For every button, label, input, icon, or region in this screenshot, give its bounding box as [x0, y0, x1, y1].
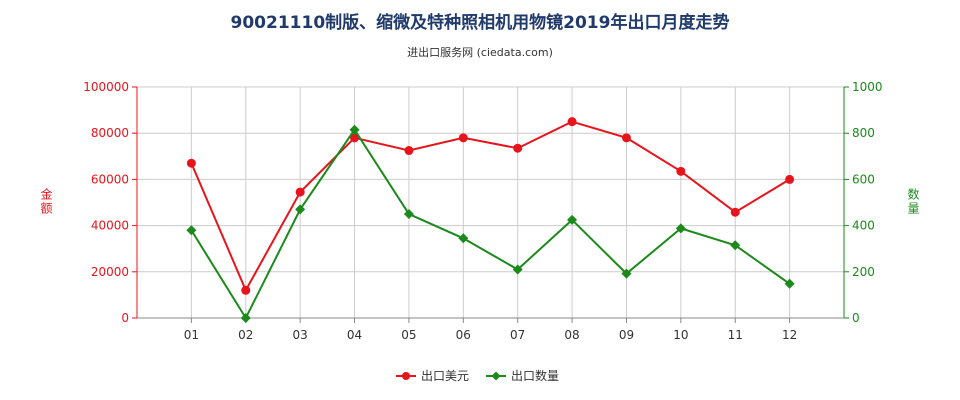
x-tick-label: 02: [238, 328, 253, 342]
point-marker: [567, 117, 577, 127]
left-tick-label: 20000: [91, 265, 129, 279]
point-marker: [295, 187, 305, 197]
right-tick-label: 0: [852, 311, 860, 325]
right-tick-label: 1000: [852, 80, 883, 94]
point-marker: [513, 143, 523, 153]
point-marker: [621, 133, 631, 143]
point-marker: [186, 158, 196, 168]
x-tick-label: 03: [293, 328, 308, 342]
right-tick-label: 400: [852, 219, 875, 233]
chart-subtitle: 进出口服务网 (ciedata.com): [407, 46, 553, 59]
point-marker: [458, 133, 468, 143]
left-tick-label: 100000: [83, 80, 129, 94]
x-tick-label: 07: [510, 328, 525, 342]
point-marker: [730, 240, 741, 251]
point-marker: [241, 285, 251, 295]
point-marker: [404, 146, 414, 156]
series-line: [190, 127, 791, 321]
right-axis-label: 数量: [906, 188, 920, 216]
x-tick-label: 04: [347, 328, 362, 342]
x-tick-label: 01: [184, 328, 199, 342]
point-marker: [621, 268, 632, 279]
x-tick-label: 05: [401, 328, 416, 342]
point-marker: [675, 223, 686, 234]
x-tick-label: 08: [564, 328, 579, 342]
right-tick-label: 200: [852, 265, 875, 279]
point-marker: [350, 133, 360, 143]
left-tick-label: 40000: [91, 219, 129, 233]
point-marker: [784, 278, 795, 289]
chart-title: 90021110制版、缩微及特种照相机用物镜2019年出口月度走势: [230, 13, 730, 33]
legend-marker: [402, 372, 410, 380]
legend-label: 出口美元: [421, 369, 469, 383]
point-marker: [186, 225, 197, 236]
point-marker: [676, 166, 686, 176]
point-marker: [785, 174, 795, 184]
point-marker: [295, 204, 306, 215]
left-tick-label: 60000: [91, 172, 129, 186]
left-tick-label: 0: [121, 311, 129, 325]
x-tick-label: 09: [619, 328, 634, 342]
series-line: [190, 120, 791, 293]
x-tick-label: 06: [456, 328, 471, 342]
point-marker: [240, 313, 251, 323]
point-marker: [567, 214, 578, 225]
point-marker: [458, 233, 469, 244]
left-tick-label: 80000: [91, 126, 129, 140]
x-tick-label: 10: [673, 328, 688, 342]
point-marker: [349, 124, 360, 135]
legend-label: 出口数量: [511, 368, 559, 383]
point-marker: [403, 209, 414, 220]
point-marker: [512, 264, 523, 275]
right-tick-label: 800: [852, 126, 875, 140]
point-marker: [730, 207, 740, 217]
right-tick-label: 600: [852, 172, 875, 186]
left-axis-label: 金额: [39, 188, 53, 216]
x-tick-label: 12: [782, 328, 797, 342]
legend-marker: [491, 371, 501, 381]
x-tick-label: 11: [728, 328, 743, 342]
